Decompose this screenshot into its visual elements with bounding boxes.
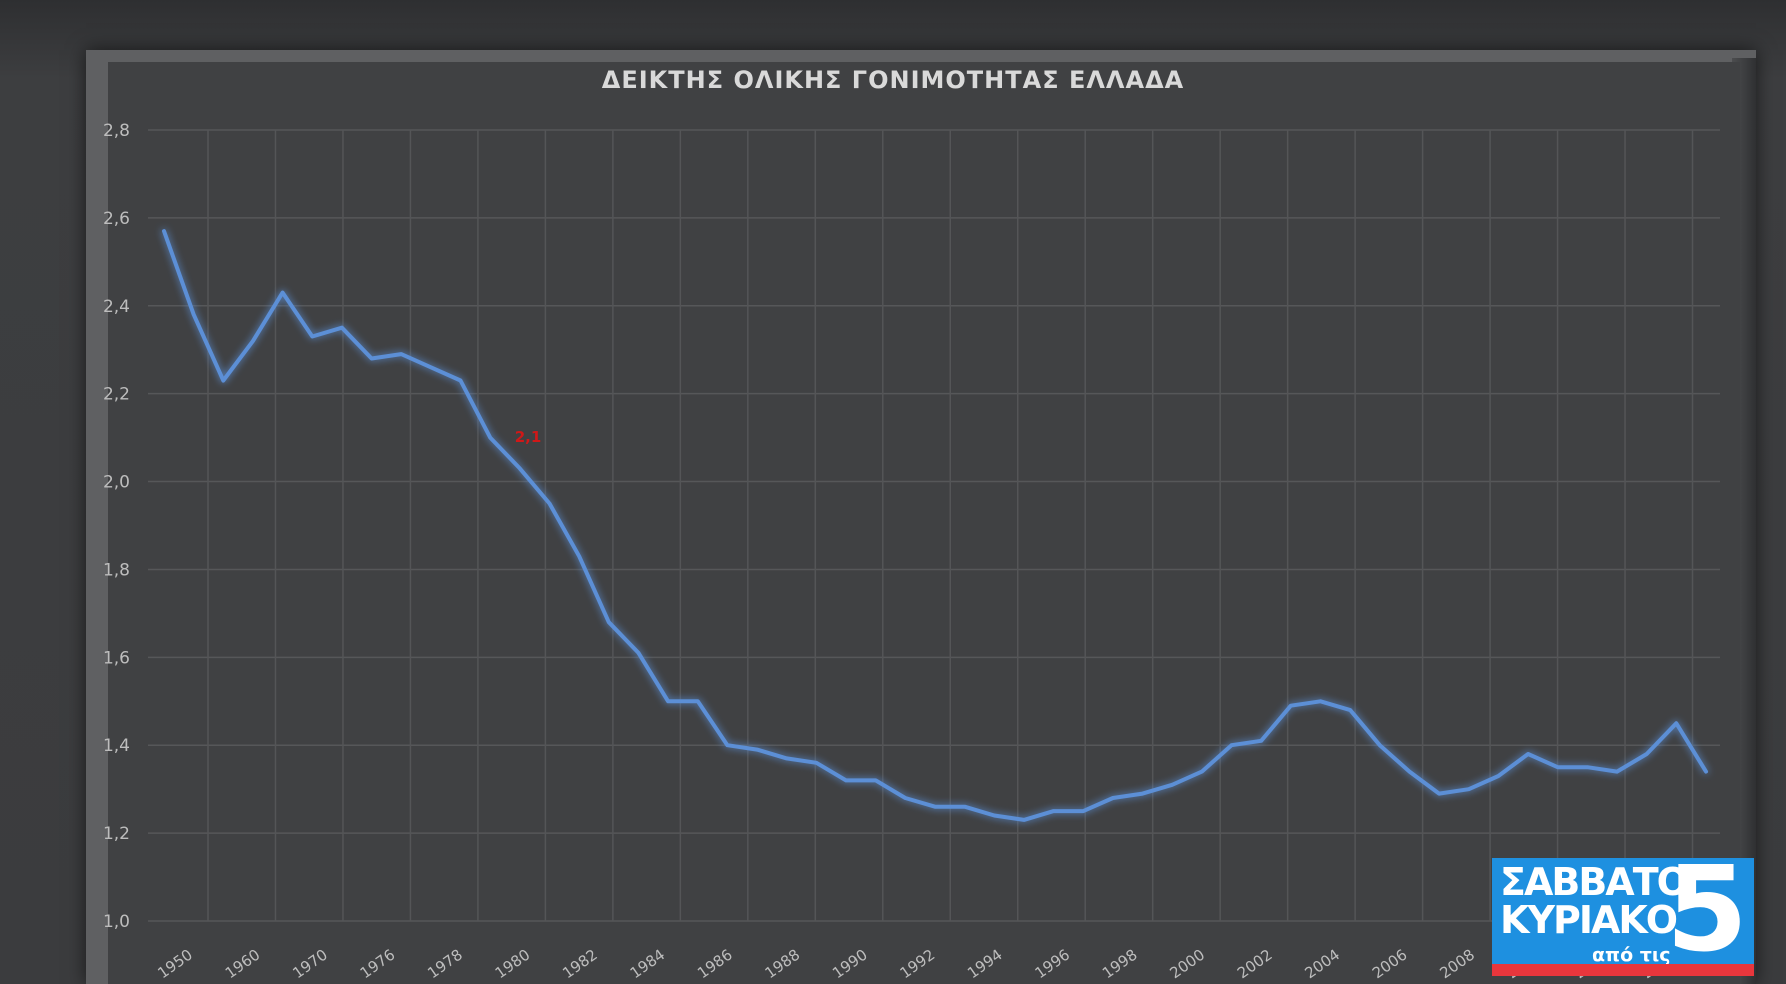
- x-axis-ticks: 1950 1960 1970 1976 1978 1980 1982 1984 1986 1988…: [154, 946, 1680, 983]
- x-tick-label: 2002: [1234, 946, 1276, 983]
- y-tick-label: 2,6: [103, 209, 130, 229]
- y-axis-ticks: 2,8 2,6 2,4 2,2 2,0 1,8 1,6 1,4 1,2 1,0: [103, 121, 130, 932]
- x-tick-label: 2008: [1436, 946, 1478, 983]
- y-tick-label: 2,2: [103, 385, 130, 405]
- y-tick-label: 2,8: [103, 121, 130, 141]
- x-tick-label: 1994: [964, 946, 1006, 983]
- x-tick-label: 1950: [154, 946, 196, 983]
- x-tick-label: 1988: [762, 946, 804, 983]
- x-tick-label: 2004: [1301, 946, 1343, 983]
- y-tick-label: 2,0: [103, 473, 130, 493]
- x-tick-label: 2006: [1369, 946, 1411, 983]
- x-tick-label: 1960: [222, 946, 264, 983]
- chart-title: ΔΕΙΚΤΗΣ ΟΛΙΚΗΣ ΓΟΝΙΜΟΤΗΤΑΣ ΕΛΛΑΔΑ: [601, 66, 1185, 94]
- annotation-layer: 2,1: [515, 428, 542, 446]
- annotation-label: 2,1: [515, 428, 542, 446]
- x-tick-label: 1998: [1099, 946, 1141, 983]
- x-tick-label: 1992: [897, 946, 939, 983]
- series-layer: [162, 229, 1708, 822]
- y-tick-label: 2,4: [103, 297, 130, 317]
- x-tick-label: 1976: [357, 946, 399, 983]
- grid: [148, 129, 1720, 922]
- x-tick-label: 1978: [424, 946, 466, 983]
- logo-sub: από τις: [1592, 944, 1671, 966]
- y-tick-label: 1,4: [103, 736, 130, 756]
- x-tick-label: 1970: [289, 946, 331, 983]
- fertility-rate-line: [162, 229, 1708, 822]
- logo-number: 5: [1665, 858, 1748, 976]
- x-tick-label: 1990: [829, 946, 871, 983]
- channel-logo: ΣΑΒΒΑΤΟ ΚΥΡΙΑΚΟ από τις 5: [1492, 858, 1754, 976]
- y-tick-label: 1,2: [103, 824, 130, 844]
- y-tick-label: 1,6: [103, 648, 130, 668]
- logo-line1: ΣΑΒΒΑΤΟ: [1500, 860, 1689, 904]
- x-tick-label: 2000: [1167, 946, 1209, 983]
- x-tick-label: 1986: [694, 946, 736, 983]
- x-tick-label: 1984: [627, 946, 669, 983]
- logo-bar: [1492, 964, 1754, 976]
- x-tick-label: 1980: [492, 946, 534, 983]
- logo-line2: ΚΥΡΙΑΚΟ: [1500, 898, 1678, 942]
- x-tick-label: 1996: [1032, 946, 1074, 983]
- chart-panel: [108, 62, 1740, 984]
- y-tick-label: 1,0: [103, 912, 130, 932]
- x-tick-label: 1982: [559, 946, 601, 983]
- y-tick-label: 1,8: [103, 560, 130, 580]
